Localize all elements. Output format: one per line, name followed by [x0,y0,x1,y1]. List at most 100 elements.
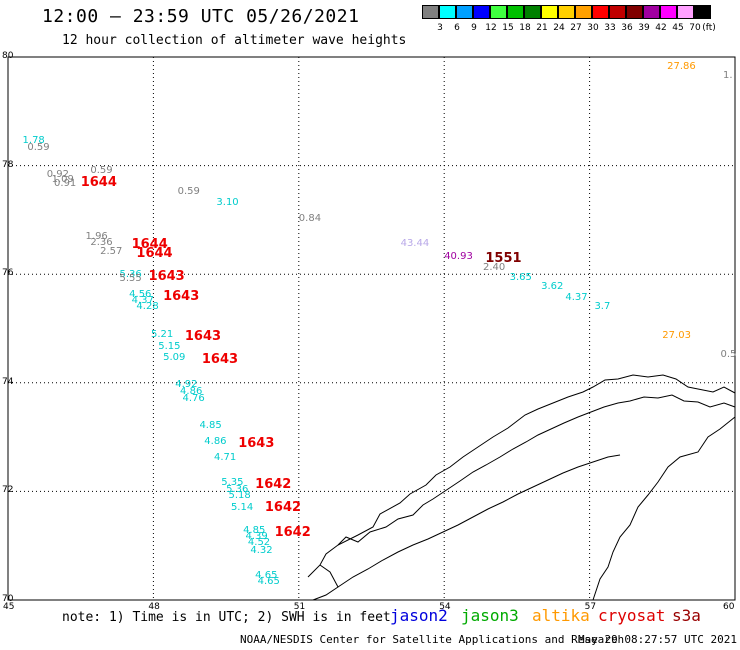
colorbar-label: 45 [672,23,684,33]
satellite-legend-jason3: jason3 [461,606,519,625]
pass-time-label: 1644 [136,246,173,262]
map-svg [7,56,736,601]
pass-time-label: 1642 [255,476,292,492]
wave-height-label: 3.62 [541,281,564,293]
coastline [307,374,736,601]
pass-time-label: 1642 [264,500,302,516]
pass-time-label: 1644 [131,237,168,253]
colorbar-swatch [626,5,643,19]
pass-time-label: 1643 [201,351,239,367]
pass-time-label: 1643 [238,436,275,452]
wave-height-label: 5.15 [158,340,181,352]
colorbar-swatch [643,5,660,19]
colorbar-swatch [609,5,626,19]
wave-height-label: 0.59 [177,186,200,198]
wave-height-label: 0.59 [90,164,113,176]
colorbar-swatch [456,5,473,19]
map-frame [7,56,736,601]
colorbar-label: 18 [519,23,531,33]
wave-height-label: 4.85 [243,525,266,537]
wave-height-label: 5.21 [150,328,174,340]
colorbar-label: 30 [587,23,599,33]
colorbar-label: 27 [570,23,582,33]
colorbar-swatch [575,5,592,19]
wave-height-label: 1.96 [85,230,108,242]
colorbar-swatch [558,5,575,19]
wave-height-label: 4.52 [247,536,271,548]
wave-height-label: 3.65 [509,271,532,283]
wave-height-label: 2.57 [100,246,123,258]
longitude-tick-label: 60 [723,602,735,612]
colorbar-label: 6 [454,23,460,33]
longitude-tick-label: 57 [584,602,597,612]
footer-credit: NOAA/NESDIS Center for Satellite Applica… [240,633,625,646]
wave-height-label: 4.86 [204,436,227,448]
colorbar-swatch [422,5,439,19]
wave-height-label: 4.85 [199,419,222,431]
colorbar-swatch [677,5,694,19]
colorbar-label: 70 [689,23,701,33]
colorbar-label: 9 [471,23,477,33]
colorbar-label: 33 [604,23,616,33]
pass-time-label: 1642 [274,525,311,541]
colorbar-swatch [660,5,677,19]
colorbar-label: 36 [621,23,633,33]
wave-height-label: 5.36 [226,483,249,495]
latitude-tick-label: 78 [2,159,14,170]
wave-height-label: 1.78 [22,134,45,146]
colorbar-swatch [507,5,524,19]
colorbar-label: 21 [536,23,548,33]
latitude-tick-label: 72 [2,485,14,496]
longitude-tick-label: 54 [439,602,451,612]
wave-height-label: 5.18 [228,490,251,502]
wave-height-label: 1. [723,69,733,81]
colorbar-label: 3 [437,23,443,33]
wave-height-label: 2.40 [482,262,506,274]
latitude-tick-label: 80 [2,51,14,61]
pass-time-label: 1643 [184,328,222,344]
wave-height-label: 4.39 [245,531,268,543]
wave-height-label: 43.44 [400,237,430,249]
wave-height-label: 0.59 [27,141,50,153]
wave-height-label: 4.37 [131,294,154,306]
wave-height-label: 4.65 [255,570,278,582]
latitude-tick-label: 70 [2,594,14,604]
pass-time-label: 1551 [485,251,522,267]
colorbar-swatch [524,5,541,19]
wave-height-label: 27.03 [662,330,691,342]
wave-height-label: 5.55 [119,273,142,285]
colorbar-label: 15 [502,23,514,33]
wave-height-label: 4.76 [182,392,205,404]
pass-time-label: 1643 [163,289,200,305]
wave-height-label: 4.92 [175,379,198,391]
wave-height-label: 27.86 [667,61,696,73]
longitude-tick-label: 48 [148,602,160,612]
colorbar-swatch [694,5,711,19]
wave-height-label: 0.91 [54,178,77,190]
colorbar-unit: (ft) [702,23,716,33]
wave-height-label: 4.71 [213,452,237,464]
wave-height-label: 4.56 [129,289,152,301]
colorbar-swatch [439,5,456,19]
longitude-tick-label: 51 [293,602,306,612]
coastline-detail [312,394,736,601]
colorbar-swatch [541,5,558,19]
colorbar-label: 12 [485,23,497,33]
colorbar-swatch [490,5,507,19]
wave-height-label: 5.14 [230,502,254,514]
pass-time-label: 1643 [148,268,185,284]
longitude-tick-label: 45 [3,602,15,612]
satellite-legend-s3a: s3a [672,606,701,625]
wave-height-label: 0.5 [720,349,737,361]
colorbar-swatch [592,5,609,19]
latitude-tick-label: 74 [2,376,14,387]
colorbar-swatch [473,5,490,19]
latitude-tick-label: 76 [2,268,14,279]
colorbar-label: 42 [655,23,667,33]
wave-height-label: 40.93 [444,251,473,263]
colorbar-label: 24 [553,23,565,33]
satellite-legend-jason2: jason2 [390,606,448,625]
map-subtitle: 12 hour collection of altimeter wave hei… [62,33,407,48]
satellite-legend-cryosat: cryosat [598,606,666,625]
wave-height-label: 4.65 [257,575,280,587]
